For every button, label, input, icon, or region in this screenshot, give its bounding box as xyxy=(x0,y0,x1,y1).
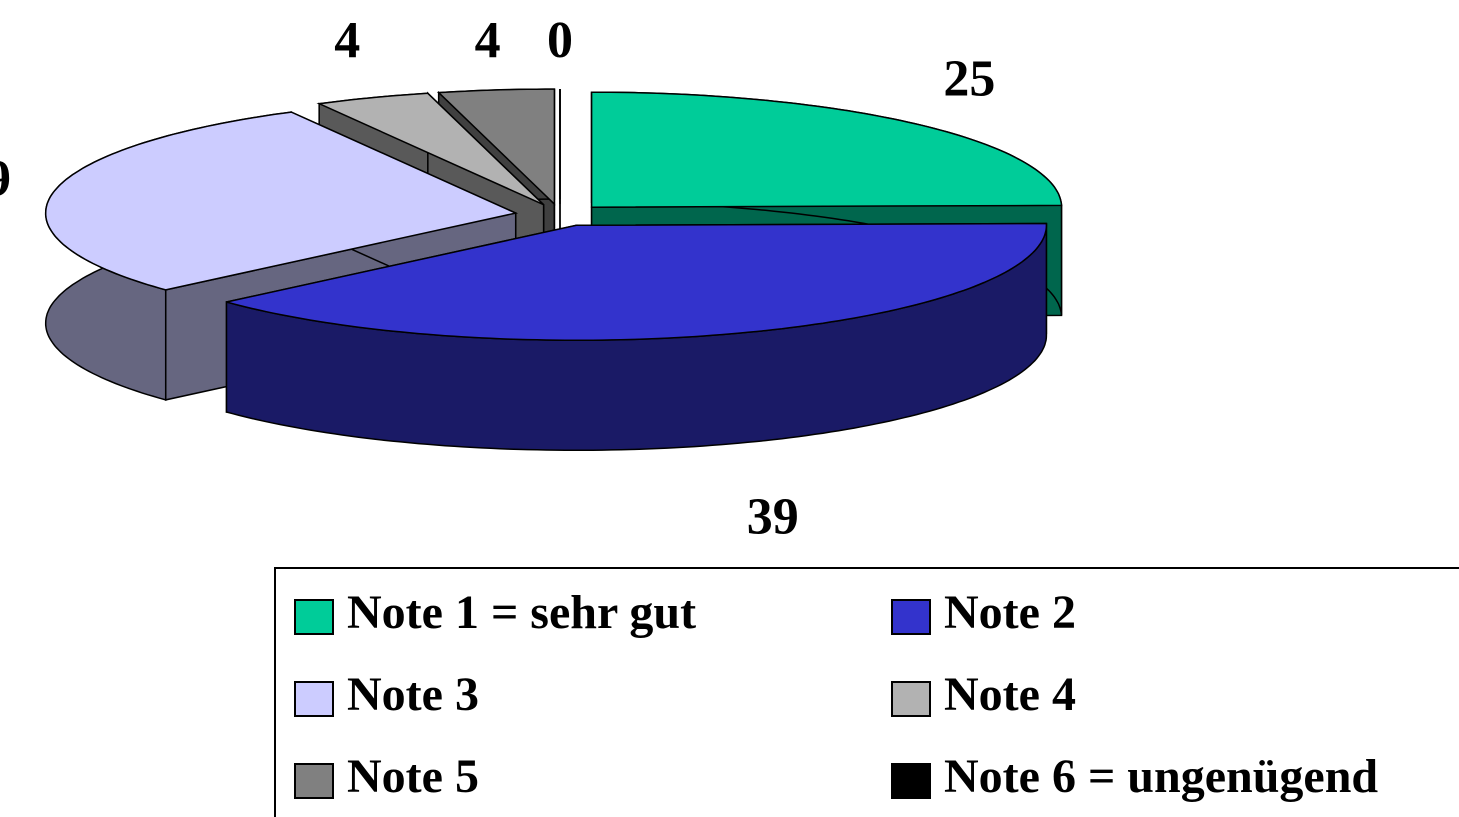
slice xyxy=(316,92,545,206)
legend-swatch xyxy=(294,599,334,635)
data-label: 0 xyxy=(547,12,573,69)
slice xyxy=(44,111,519,291)
legend-label: Note 1 = sehr gut xyxy=(347,586,696,639)
data-label: 4 xyxy=(334,12,360,69)
slice xyxy=(590,91,1063,208)
data-label: 39 xyxy=(747,489,799,546)
legend-swatch xyxy=(891,681,931,717)
legend-label: Note 5 xyxy=(347,750,479,803)
legend-label: Note 2 xyxy=(944,586,1076,639)
legend-swatch xyxy=(891,599,931,635)
data-label: 25 xyxy=(943,51,995,108)
legend-box xyxy=(274,567,1459,817)
legend-swatch xyxy=(294,763,334,799)
legend-label: Note 6 = ungenügend xyxy=(944,750,1378,803)
legend-swatch xyxy=(294,681,334,717)
data-label: 29 xyxy=(0,151,11,208)
slice xyxy=(436,88,556,206)
data-label: 4 xyxy=(475,12,501,69)
legend-swatch xyxy=(891,763,931,799)
legend-label: Note 4 xyxy=(944,668,1076,721)
slice xyxy=(226,222,1048,342)
legend-label: Note 3 xyxy=(347,668,479,721)
